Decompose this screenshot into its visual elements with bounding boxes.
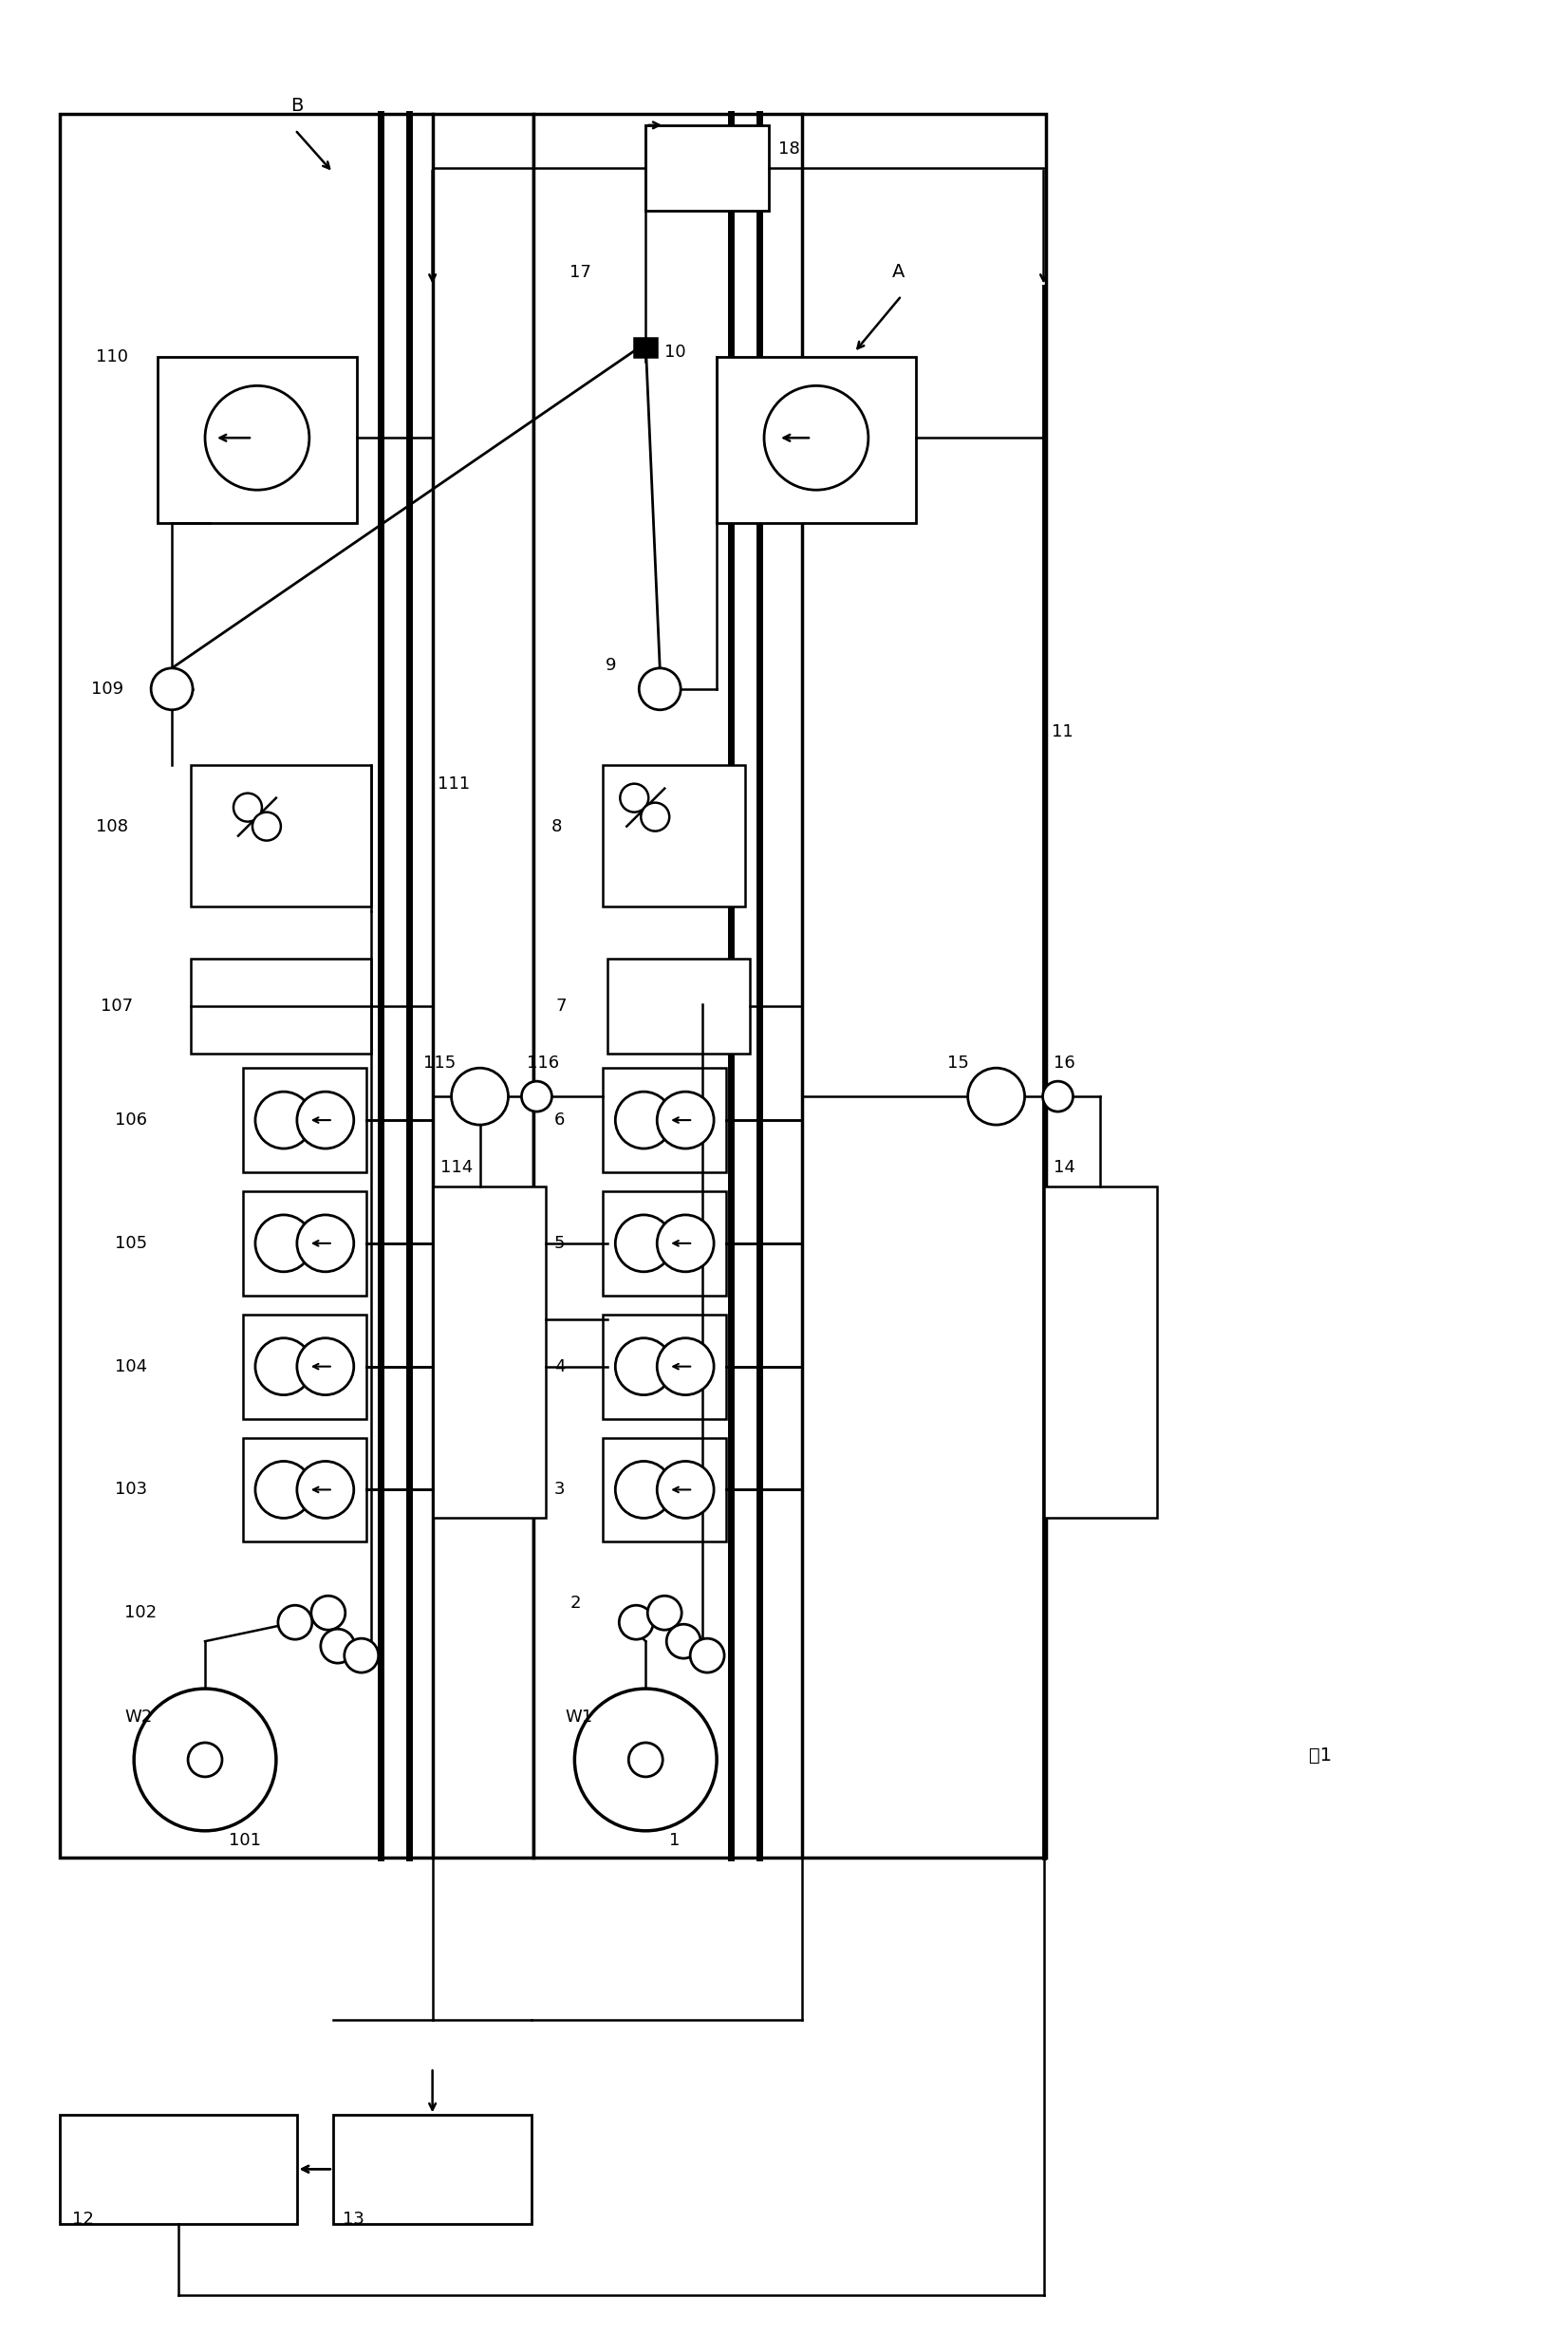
Text: 109: 109 xyxy=(91,679,124,698)
Bar xyxy=(604,1315,726,1420)
Bar xyxy=(1044,1186,1157,1518)
Bar xyxy=(433,1186,546,1518)
Text: 8: 8 xyxy=(550,817,561,836)
Text: 14: 14 xyxy=(1054,1158,1074,1177)
Circle shape xyxy=(310,1595,345,1630)
Text: 7: 7 xyxy=(555,997,566,1016)
Circle shape xyxy=(574,1688,717,1831)
Bar xyxy=(533,114,1046,1856)
Bar xyxy=(604,1067,726,1172)
Text: 13: 13 xyxy=(342,2211,364,2228)
Text: 17: 17 xyxy=(569,264,591,280)
Text: 図1: 図1 xyxy=(1309,1747,1331,1763)
Circle shape xyxy=(296,1214,354,1273)
Circle shape xyxy=(1043,1081,1073,1111)
Text: 111: 111 xyxy=(437,775,469,792)
Bar xyxy=(717,357,916,523)
Bar xyxy=(243,1315,365,1420)
Text: 15: 15 xyxy=(947,1055,969,1072)
Text: 114: 114 xyxy=(441,1158,472,1177)
Text: 6: 6 xyxy=(555,1111,564,1128)
Circle shape xyxy=(615,1093,673,1149)
Text: 3: 3 xyxy=(554,1480,564,1499)
Circle shape xyxy=(657,1093,713,1149)
Bar xyxy=(191,766,372,906)
Circle shape xyxy=(967,1067,1024,1125)
Text: A: A xyxy=(892,264,905,280)
Circle shape xyxy=(234,794,262,822)
Text: 102: 102 xyxy=(124,1604,157,1620)
Text: 18: 18 xyxy=(778,140,800,156)
Bar xyxy=(60,2116,296,2223)
Circle shape xyxy=(320,1630,354,1663)
Circle shape xyxy=(256,1462,312,1518)
Circle shape xyxy=(296,1093,354,1149)
Text: 101: 101 xyxy=(229,1831,260,1849)
Text: 110: 110 xyxy=(96,348,129,367)
Bar xyxy=(243,1438,365,1541)
Text: 108: 108 xyxy=(96,817,129,836)
Circle shape xyxy=(278,1604,312,1639)
Bar xyxy=(191,960,372,1053)
Circle shape xyxy=(345,1639,378,1672)
Circle shape xyxy=(619,785,649,813)
Bar xyxy=(604,766,745,906)
Text: 1: 1 xyxy=(670,1831,681,1849)
Text: 12: 12 xyxy=(72,2211,94,2228)
Circle shape xyxy=(666,1625,701,1658)
Circle shape xyxy=(657,1462,713,1518)
Circle shape xyxy=(764,385,869,490)
Text: 5: 5 xyxy=(554,1235,564,1252)
Bar xyxy=(646,126,768,210)
Circle shape xyxy=(188,1742,223,1777)
Circle shape xyxy=(615,1462,673,1518)
Bar xyxy=(243,1191,365,1296)
Text: 106: 106 xyxy=(114,1111,147,1128)
Circle shape xyxy=(522,1081,552,1111)
Circle shape xyxy=(619,1604,654,1639)
Text: 10: 10 xyxy=(665,343,687,362)
Bar xyxy=(608,960,750,1053)
Text: W1: W1 xyxy=(564,1709,593,1726)
Circle shape xyxy=(690,1639,724,1672)
Circle shape xyxy=(629,1742,663,1777)
Text: 11: 11 xyxy=(1051,724,1073,740)
Text: 9: 9 xyxy=(605,656,616,675)
Text: W2: W2 xyxy=(124,1709,152,1726)
Bar xyxy=(332,2116,532,2223)
Text: 103: 103 xyxy=(114,1480,147,1499)
Bar xyxy=(243,1067,365,1172)
Bar xyxy=(604,1438,726,1541)
Bar xyxy=(60,114,533,1856)
Text: 4: 4 xyxy=(554,1359,564,1375)
Bar xyxy=(604,1191,726,1296)
Bar xyxy=(635,339,657,357)
Text: 2: 2 xyxy=(569,1595,580,1611)
Text: 105: 105 xyxy=(114,1235,147,1252)
Circle shape xyxy=(252,813,281,841)
Circle shape xyxy=(256,1338,312,1394)
Circle shape xyxy=(648,1595,682,1630)
Circle shape xyxy=(657,1338,713,1394)
Circle shape xyxy=(452,1067,508,1125)
Text: 115: 115 xyxy=(423,1055,455,1072)
Circle shape xyxy=(615,1338,673,1394)
Circle shape xyxy=(151,668,193,710)
Circle shape xyxy=(256,1093,312,1149)
Circle shape xyxy=(641,803,670,831)
Circle shape xyxy=(615,1214,673,1273)
Circle shape xyxy=(640,668,681,710)
Circle shape xyxy=(296,1338,354,1394)
Circle shape xyxy=(657,1214,713,1273)
Circle shape xyxy=(205,385,309,490)
Text: 16: 16 xyxy=(1054,1055,1074,1072)
Text: 107: 107 xyxy=(100,997,133,1016)
Text: B: B xyxy=(290,98,303,114)
Circle shape xyxy=(256,1214,312,1273)
Text: 116: 116 xyxy=(527,1055,560,1072)
Circle shape xyxy=(296,1462,354,1518)
Text: 104: 104 xyxy=(114,1359,147,1375)
Bar xyxy=(158,357,356,523)
Circle shape xyxy=(133,1688,276,1831)
